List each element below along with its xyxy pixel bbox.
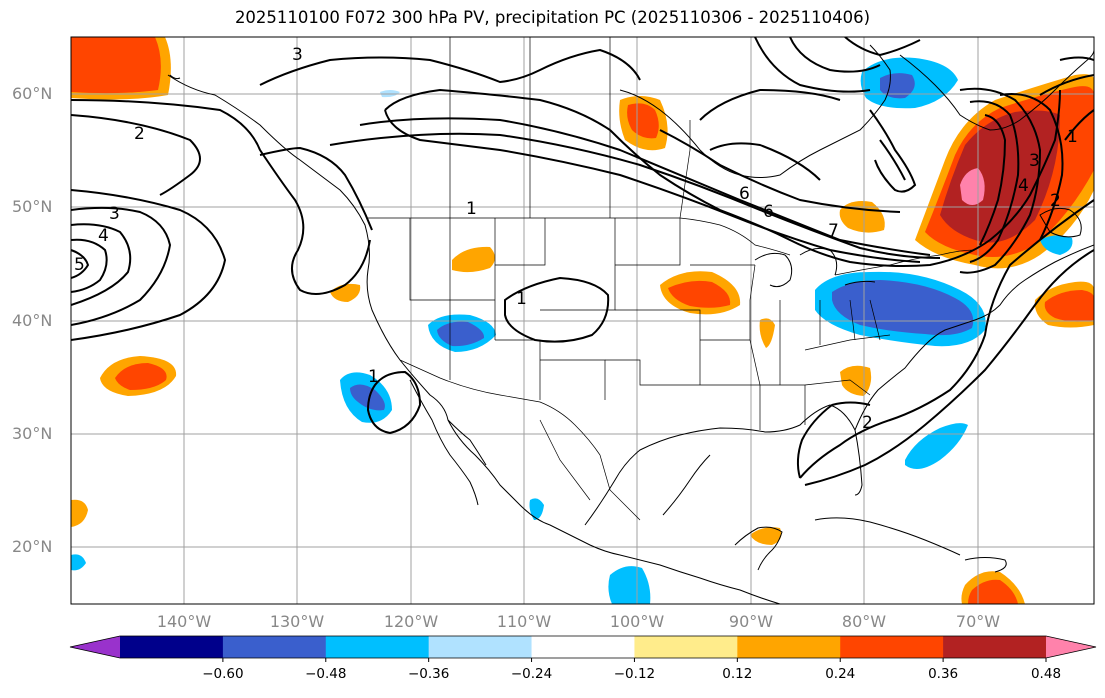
colorbar-segment <box>840 636 944 658</box>
colorbar-tick-label: 0.36 <box>928 666 958 682</box>
svg-text:1: 1 <box>368 367 379 387</box>
svg-text:5: 5 <box>74 255 85 275</box>
colorbar-tick-label: −0.36 <box>408 666 449 682</box>
map-frame <box>70 36 1095 605</box>
colorbar-tick-label: 0.12 <box>722 666 752 682</box>
lon-label-100w: 100°W <box>610 612 665 631</box>
colorbar-segment <box>634 636 738 658</box>
pv-contours <box>71 37 1094 486</box>
svg-text:1: 1 <box>516 289 527 309</box>
lon-label-120w: 120°W <box>384 612 439 631</box>
colorbar-arrow-max <box>1046 636 1096 658</box>
longitude-labels: 140°W 130°W 120°W 110°W 100°W 90°W 80°W … <box>157 612 1000 631</box>
svg-text:1: 1 <box>466 199 477 219</box>
colorbar-outline <box>69 635 1097 659</box>
svg-text:3: 3 <box>292 45 303 65</box>
svg-text:3: 3 <box>1029 151 1040 171</box>
colorbar-tick-label: 0.48 <box>1031 666 1061 682</box>
lon-label-140w: 140°W <box>157 612 212 631</box>
lon-label-110w: 110°W <box>497 612 552 631</box>
lat-label-40n: 40°N <box>12 311 52 330</box>
colorbar-tick-label: −0.24 <box>511 666 552 682</box>
graticule <box>71 37 1094 604</box>
svg-text:4: 4 <box>1018 176 1029 196</box>
svg-text:3: 3 <box>109 204 120 224</box>
colorbar-tick-label: −0.12 <box>614 666 655 682</box>
lon-label-70w: 70°W <box>956 612 1000 631</box>
latitude-labels: 60°N 50°N 40°N 30°N 20°N <box>12 84 52 556</box>
colorbar-tick-label: 0.24 <box>825 666 855 682</box>
svg-text:2: 2 <box>1050 191 1061 211</box>
svg-text:7: 7 <box>828 221 839 241</box>
coastlines <box>167 44 1094 604</box>
colorbar-segment <box>325 636 430 658</box>
lon-label-130w: 130°W <box>270 612 325 631</box>
colorbar-arrow-min <box>70 636 120 658</box>
colorbar-segment <box>531 636 635 658</box>
lat-label-30n: 30°N <box>12 424 52 443</box>
svg-text:2: 2 <box>134 124 145 144</box>
svg-text:4: 4 <box>98 226 109 246</box>
colorbar-segment <box>120 636 224 658</box>
svg-text:6: 6 <box>739 184 750 204</box>
svg-text:6: 6 <box>763 202 774 222</box>
colorbar-segment <box>737 636 841 658</box>
pv-labels: 2 3 4 5 3 1 1 1 6 6 7 2 4 3 1 2 <box>74 45 1078 433</box>
colorbar: −0.60 −0.48 −0.36 −0.24 −0.12 0.12 0.24 0.36 0.4… <box>69 635 1097 682</box>
colorbar-segment <box>943 636 1047 658</box>
borders <box>368 37 976 521</box>
lon-label-90w: 90°W <box>729 612 773 631</box>
lat-label-50n: 50°N <box>12 197 52 216</box>
colorbar-segment <box>428 636 533 658</box>
map-title: 2025110100 F072 300 hPa PV, precipitatio… <box>234 8 871 27</box>
lat-label-20n: 20°N <box>12 537 52 556</box>
colorbar-tick-label: −0.48 <box>305 666 346 682</box>
colorbar-tick-label: −0.60 <box>202 666 243 682</box>
lat-label-60n: 60°N <box>12 84 52 103</box>
svg-text:2: 2 <box>862 413 873 433</box>
lon-label-80w: 80°W <box>842 612 886 631</box>
svg-text:1: 1 <box>1067 127 1078 147</box>
colorbar-segment <box>222 636 327 658</box>
